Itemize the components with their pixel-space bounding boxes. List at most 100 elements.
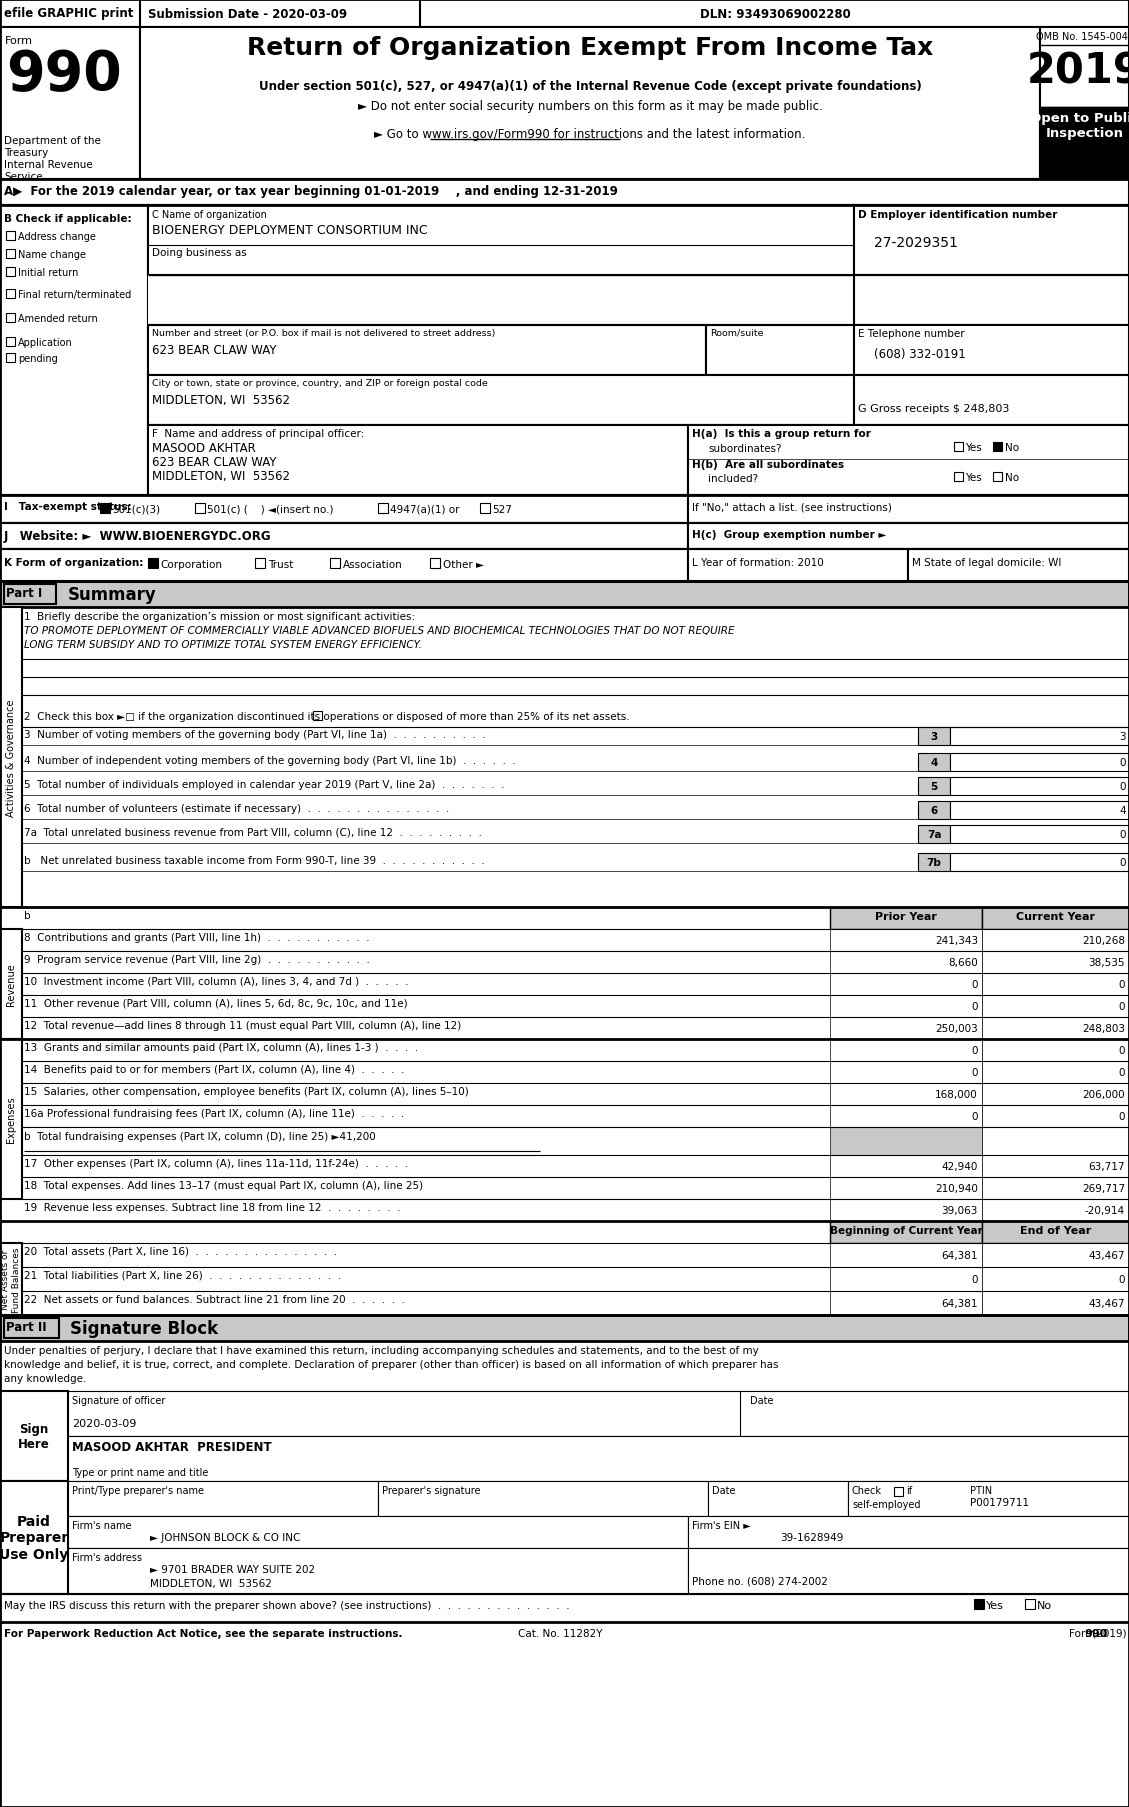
Bar xyxy=(982,952,1129,974)
Text: 0: 0 xyxy=(1119,1046,1124,1055)
Bar xyxy=(0,524,688,549)
Text: 990: 990 xyxy=(6,49,122,101)
Bar xyxy=(830,1061,982,1084)
Text: included?: included? xyxy=(708,473,759,484)
Bar xyxy=(0,181,1129,206)
Text: Other ►: Other ► xyxy=(443,560,484,569)
Text: Type or print name and title: Type or print name and title xyxy=(72,1467,209,1476)
Text: 250,003: 250,003 xyxy=(935,1023,978,1034)
Bar xyxy=(982,929,1129,952)
Text: 64,381: 64,381 xyxy=(942,1297,978,1308)
Bar xyxy=(6,289,15,298)
Bar xyxy=(918,826,949,844)
Text: 43,467: 43,467 xyxy=(1088,1250,1124,1259)
Text: DLN: 93493069002280: DLN: 93493069002280 xyxy=(700,7,851,20)
Bar xyxy=(5,1319,59,1339)
Bar xyxy=(854,376,1129,426)
Text: 39-1628949: 39-1628949 xyxy=(780,1532,843,1541)
Text: Room/suite: Room/suite xyxy=(710,329,763,338)
Bar xyxy=(918,777,949,795)
Text: Initial return: Initial return xyxy=(18,267,78,278)
Text: Paid
Preparer
Use Only: Paid Preparer Use Only xyxy=(0,1514,69,1561)
Bar xyxy=(430,558,440,569)
Text: Firm's address: Firm's address xyxy=(72,1552,142,1561)
Text: 0: 0 xyxy=(1119,1274,1124,1285)
Text: 7a: 7a xyxy=(927,829,942,840)
Bar xyxy=(854,325,1129,376)
Bar xyxy=(688,426,1129,495)
Text: ► JOHNSON BLOCK & CO INC: ► JOHNSON BLOCK & CO INC xyxy=(150,1532,300,1541)
Text: Signature of officer: Signature of officer xyxy=(72,1395,165,1406)
Text: 10  Investment income (Part VIII, column (A), lines 3, 4, and 7d )  .  .  .  .  : 10 Investment income (Part VIII, column … xyxy=(24,976,409,987)
Text: 5  Total number of individuals employed in calendar year 2019 (Part V, line 2a) : 5 Total number of individuals employed i… xyxy=(24,779,505,790)
Bar xyxy=(68,1516,688,1549)
Text: 0: 0 xyxy=(1119,1001,1124,1012)
Bar xyxy=(830,1267,982,1292)
Text: Address change: Address change xyxy=(18,231,96,242)
Text: 5: 5 xyxy=(930,782,937,791)
Bar xyxy=(688,1549,1129,1594)
Bar xyxy=(949,728,1129,746)
Bar xyxy=(0,1243,21,1315)
Text: 27-2029351: 27-2029351 xyxy=(874,237,957,249)
Bar xyxy=(982,1178,1129,1200)
Text: 14  Benefits paid to or for members (Part IX, column (A), line 4)  .  .  .  .  .: 14 Benefits paid to or for members (Part… xyxy=(24,1064,404,1075)
Text: Sign
Here: Sign Here xyxy=(18,1422,50,1451)
Text: Phone no. (608) 274-2002: Phone no. (608) 274-2002 xyxy=(692,1576,828,1587)
Bar xyxy=(830,1178,982,1200)
Text: MIDDLETON, WI  53562: MIDDLETON, WI 53562 xyxy=(152,394,290,407)
Text: Number and street (or P.O. box if mail is not delivered to street address): Number and street (or P.O. box if mail i… xyxy=(152,329,496,338)
Bar xyxy=(0,1315,1129,1341)
Bar xyxy=(982,1084,1129,1106)
Bar xyxy=(330,558,340,569)
Text: E Telephone number: E Telephone number xyxy=(858,329,964,340)
Text: Open to Public
Inspection: Open to Public Inspection xyxy=(1030,112,1129,139)
Text: No: No xyxy=(1005,473,1019,482)
Text: 0: 0 xyxy=(971,1001,978,1012)
Bar xyxy=(0,27,140,181)
Text: J   Website: ►  WWW.BIOENERGYDC.ORG: J Website: ► WWW.BIOENERGYDC.ORG xyxy=(5,529,272,542)
Text: K Form of organization:: K Form of organization: xyxy=(5,558,143,567)
Bar xyxy=(68,1482,378,1516)
Bar xyxy=(6,314,15,323)
Bar xyxy=(148,276,854,325)
Text: Cat. No. 11282Y: Cat. No. 11282Y xyxy=(518,1628,602,1639)
Bar xyxy=(949,802,1129,820)
Text: 241,343: 241,343 xyxy=(935,936,978,945)
Text: 4: 4 xyxy=(930,757,938,768)
Text: 210,268: 210,268 xyxy=(1082,936,1124,945)
Text: (2019): (2019) xyxy=(1089,1628,1127,1639)
Text: 501(c)(3): 501(c)(3) xyxy=(112,504,160,515)
Text: 990: 990 xyxy=(1085,1628,1108,1639)
Bar xyxy=(830,1128,982,1155)
Bar xyxy=(982,1128,1129,1155)
Text: 0: 0 xyxy=(971,1274,978,1285)
Text: 20  Total assets (Part X, line 16)  .  .  .  .  .  .  .  .  .  .  .  .  .  .  .: 20 Total assets (Part X, line 16) . . . … xyxy=(24,1247,338,1256)
Bar xyxy=(830,1200,982,1222)
Text: 64,381: 64,381 xyxy=(942,1250,978,1259)
Text: Under section 501(c), 527, or 4947(a)(1) of the Internal Revenue Code (except pr: Under section 501(c), 527, or 4947(a)(1)… xyxy=(259,80,921,92)
Bar xyxy=(854,206,1129,276)
Bar xyxy=(148,206,854,276)
Bar xyxy=(708,1482,848,1516)
Bar xyxy=(6,354,15,363)
Bar xyxy=(0,206,148,495)
Bar xyxy=(982,907,1129,929)
Bar xyxy=(148,325,706,376)
Text: H(c)  Group exemption number ►: H(c) Group exemption number ► xyxy=(692,529,886,540)
Text: 623 BEAR CLAW WAY: 623 BEAR CLAW WAY xyxy=(152,343,277,356)
Text: 4: 4 xyxy=(1119,806,1126,815)
Text: 3: 3 xyxy=(930,732,937,741)
Text: 527: 527 xyxy=(492,504,511,515)
Text: End of Year: End of Year xyxy=(1019,1225,1091,1236)
Text: Activities & Governance: Activities & Governance xyxy=(6,699,16,817)
Text: 0: 0 xyxy=(971,1111,978,1122)
Bar xyxy=(100,504,110,513)
Text: 2020-03-09: 2020-03-09 xyxy=(72,1418,137,1428)
Text: -20,914: -20,914 xyxy=(1085,1205,1124,1216)
Text: 63,717: 63,717 xyxy=(1088,1162,1124,1171)
Text: 7b: 7b xyxy=(927,858,942,867)
Text: No: No xyxy=(1038,1601,1052,1610)
Bar xyxy=(982,1292,1129,1315)
Text: Name change: Name change xyxy=(18,249,86,260)
